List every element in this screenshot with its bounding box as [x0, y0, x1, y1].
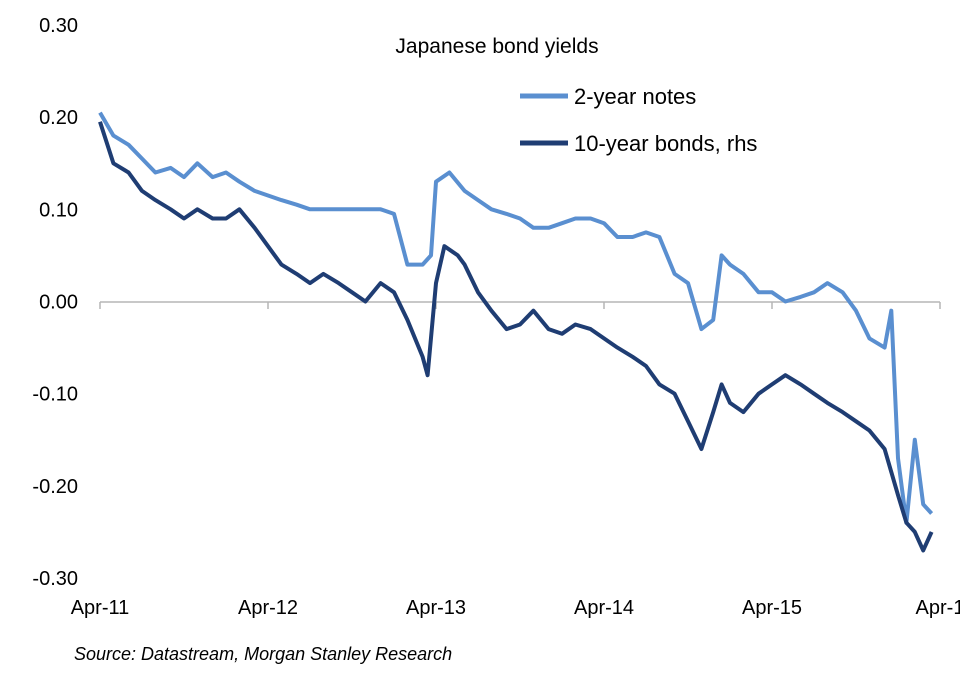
x-tick-label: Apr-13	[406, 597, 466, 619]
y-tick-label: 0.20	[39, 107, 78, 129]
x-tick-label: Apr-15	[742, 597, 802, 619]
legend-label-2-year-notes: 2-year notes	[574, 84, 696, 109]
series-line-10-year-bonds	[98, 121, 934, 553]
y-tick-label: 0.10	[39, 199, 78, 221]
legend-label-10-year-bonds: 10-year bonds, rhs	[574, 131, 757, 156]
y-tick-label: -0.30	[32, 568, 78, 590]
x-tick-label: Apr-1	[916, 597, 960, 619]
series-line-2-year-notes	[98, 111, 934, 525]
x-tick-label: Apr-11	[71, 597, 130, 619]
y-tick-label: -0.20	[32, 476, 78, 498]
y-axis-tick-labels: 0.30 0.20 0.10 0.00 -0.10 -0.20 -0.30	[32, 15, 78, 590]
legend: 2-year notes 10-year bonds, rhs	[520, 84, 757, 156]
x-axis-tick-marks	[99, 302, 941, 309]
y-tick-label: -0.10	[32, 384, 78, 406]
chart-title: Japanese bond yields	[395, 35, 598, 58]
x-tick-label: Apr-12	[238, 597, 298, 619]
source-note: Source: Datastream, Morgan Stanley Resea…	[74, 644, 453, 664]
series-layer	[98, 111, 934, 553]
y-tick-label: 0.30	[39, 15, 78, 37]
x-tick-label: Apr-14	[574, 597, 634, 619]
y-tick-label: 0.00	[39, 292, 78, 314]
x-axis-tick-labels: Apr-11 Apr-12 Apr-13 Apr-14 Apr-15 Apr-1	[71, 597, 960, 619]
